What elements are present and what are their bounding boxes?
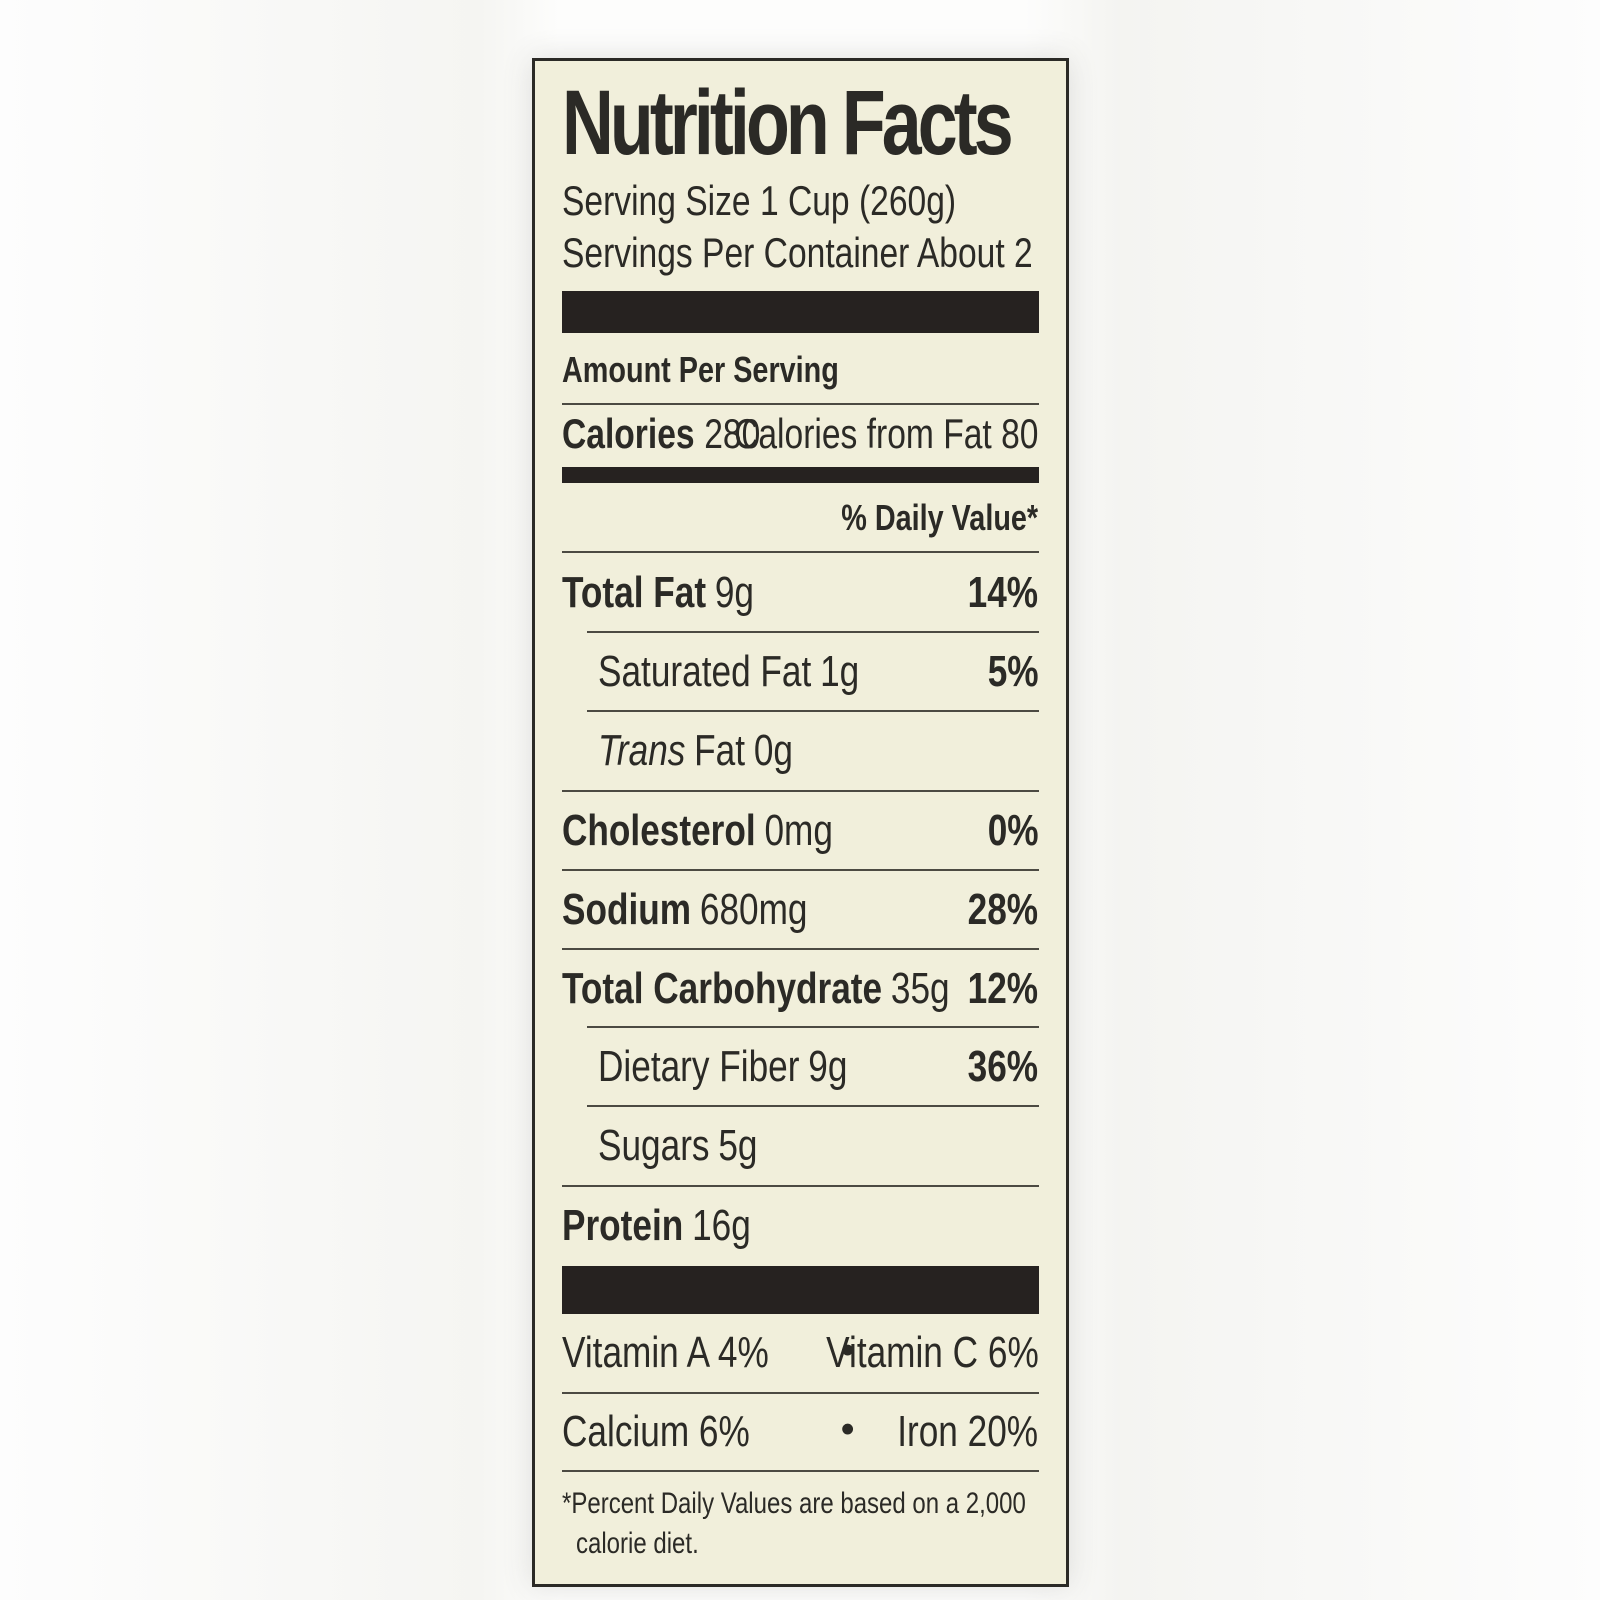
footnote-line-2: calorie diet. [575,1527,699,1560]
section-divider-bar-calories [561,467,1039,483]
nutrient-name: Total Fat [561,567,706,617]
nutrient-row-total-fat: Total Fat 9g 14% [562,553,1039,632]
nutrient-amount: 16g [691,1200,751,1250]
nutrient-name-amount: Dietary Fiber 9g [598,1042,847,1092]
calories-label: Calories [561,410,695,457]
nutrient-name-italic: Trans [597,725,685,775]
nutrient-name: Fat [693,725,745,775]
nutrient-name: Cholesterol [561,805,756,855]
calories-left: Calories 280 [562,410,760,458]
label-title: Nutrition Facts [561,72,1039,174]
amount-per-serving-text: Amount Per Serving [561,349,839,390]
serving-size-line: Serving Size 1 Cup (260g) [562,175,1039,227]
nutrient-name-amount: Protein 16g [562,1201,751,1251]
nutrient-row-sodium: Sodium 680mg 28% [561,869,1039,948]
calcium-value: Calcium 6% [561,1407,750,1456]
nutrient-row-protein: Protein 16g [561,1185,1039,1264]
nutrient-name: Sodium [561,884,691,934]
footnote-line-1: *Percent Daily Values are based on a 2,0… [561,1487,1026,1520]
nutrient-name-amount: Sodium 680mg [562,885,808,935]
daily-value-percent: 0% [987,805,1039,855]
amount-per-serving-heading: Amount Per Serving [561,333,1039,405]
nutrient-row-total-carbohydrate: Total Carbohydrate 35g 12% [561,948,1039,1027]
daily-value-percent: 36% [968,1041,1039,1091]
nutrient-row-cholesterol: Cholesterol 0mg 0% [561,790,1039,869]
nutrient-name-amount: Total Fat 9g [562,568,754,618]
vitamin-c-value: Vitamin C 6% [825,1328,1039,1377]
daily-value-header: % Daily Value* [561,483,1039,553]
nutrient-row-dietary-fiber: Dietary Fiber 9g 36% [562,1026,1039,1106]
nutrient-name-amount: Sugars 5g [598,1121,758,1171]
serving-size-text: Serving Size 1 Cup (260g) [561,177,956,224]
bullet-separator-icon: • [840,1328,855,1373]
nutrient-amount: 0mg [763,805,833,855]
nutrient-name: Sugars [597,1120,710,1170]
daily-value-percent: 14% [968,567,1039,617]
nutrient-name: Protein [561,1200,683,1250]
footnote: *Percent Daily Values are based on a 2,0… [561,1470,1039,1568]
nutrient-amount: 5g [717,1120,757,1170]
nutrient-name: Saturated Fat [597,646,811,696]
nutrient-amount: 1g [819,646,859,696]
nutrient-amount: 0g [753,725,793,775]
daily-value-header-text: % Daily Value* [841,497,1039,538]
nutrient-name-amount: Cholesterol 0mg [562,806,833,856]
nutrient-amount: 9g [807,1041,847,1091]
section-divider-bar-top [561,291,1039,333]
nutrient-row-saturated-fat: Saturated Fat 1g 5% [562,631,1039,711]
daily-value-percent: 12% [968,963,1039,1013]
vitamin-a-value: Vitamin A 4% [561,1328,769,1377]
nutrient-name-amount: Total Carbohydrate 35g [562,964,950,1014]
nutrient-name: Dietary Fiber [597,1041,799,1091]
daily-value-percent: 5% [987,646,1039,696]
calories-from-fat: Calories from Fat 80 [734,410,1039,457]
nutrient-amount: 9g [714,567,754,617]
vitamin-row-1: Vitamin A 4% • Vitamin C 6% [562,1314,1039,1392]
servings-per-container-line: Servings Per Container About 2 [562,227,1039,279]
label-title-text: Nutrition Facts [561,72,1014,174]
nutrient-amount: 680mg [699,884,807,934]
nutrient-row-sugars: Sugars 5g [562,1105,1039,1185]
nutrient-name-amount: Saturated Fat 1g [598,647,859,697]
daily-value-percent: 28% [968,884,1039,934]
nutrient-row-trans-fat: Trans Fat 0g [562,710,1039,790]
calories-value: 280 [703,410,760,457]
nutrient-name: Total Carbohydrate [561,963,882,1013]
nutrient-name-amount: Trans Fat 0g [598,726,793,776]
bullet-separator-icon: • [840,1407,855,1452]
iron-value: Iron 20% [897,1407,1039,1456]
calories-row: Calories 280 Calories from Fat 80 [562,405,1039,463]
section-divider-bar-bottom [561,1266,1039,1314]
nutrition-facts-label: Nutrition Facts Serving Size 1 Cup (260g… [531,58,1069,1587]
vitamin-row-2: Calcium 6% • Iron 20% [561,1392,1039,1470]
servings-per-container-text: Servings Per Container About 2 [561,229,1033,276]
nutrient-amount: 35g [890,963,950,1013]
